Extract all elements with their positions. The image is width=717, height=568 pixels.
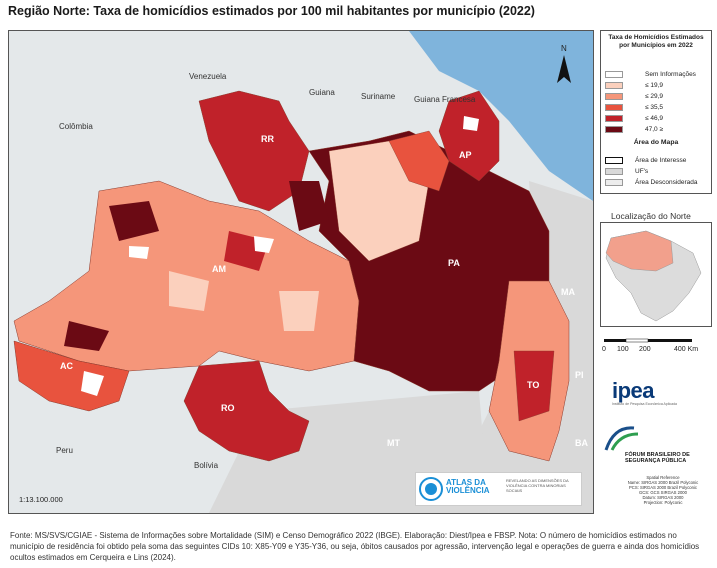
scale-tick: 100	[617, 346, 629, 353]
state-label-ba: BA	[575, 438, 588, 448]
legend-item: 47,0 ≥	[605, 125, 709, 133]
legend-item: ≤ 46,9	[605, 114, 709, 122]
inset-canvas	[601, 223, 711, 326]
country-label-guiana: Guiana	[309, 88, 335, 97]
north-region-highlight	[605, 230, 674, 272]
legend-swatch	[605, 103, 623, 111]
country-label-colombia: Colômbia	[59, 122, 93, 131]
forum-logo-line: FÓRUM BRASILEIRO DE	[625, 452, 690, 458]
state-label-pi: PI	[575, 370, 584, 380]
legend-label: Área Desconsiderada	[635, 178, 698, 186]
map-canvas: RR AP AM PA AC RO TO MA MT PI BA Venezue…	[9, 31, 593, 513]
legend-item: Sem Informações	[605, 70, 709, 78]
legend-area-item: Área Desconsiderada	[605, 178, 709, 186]
country-label-peru: Peru	[56, 446, 73, 455]
atlas-logo-sub: REVELANDO AS DIMENSÕES DA VIOLÊNCIA CONT…	[506, 478, 569, 493]
country-label-guiana-francesa: Guiana Francesa	[414, 95, 476, 104]
legend-title: Taxa de Homicídios Estimados por Municíp…	[608, 34, 704, 49]
legend-item: ≤ 19,9	[605, 81, 709, 89]
state-label-rr: RR	[261, 134, 274, 144]
spatial-ref-line: Datum: SIRGAS 2000	[642, 495, 684, 500]
atlas-logo: ATLAS DA VIOLÊNCIA REVELANDO AS DIMENSÕE…	[415, 472, 582, 506]
forum-logo: FÓRUM BRASILEIRO DE SEGURANÇA PÚBLICA	[602, 424, 712, 474]
state-label-pa: PA	[448, 258, 460, 268]
legend-label: ≤ 29,9	[645, 92, 664, 100]
scale-tick: 200	[639, 346, 651, 353]
legend-swatch	[605, 156, 623, 164]
legend-item: ≤ 35,5	[605, 103, 709, 111]
state-label-ac: AC	[60, 361, 73, 371]
legend-area-title: Área do Mapa	[633, 139, 679, 146]
legend-label: UF's	[635, 167, 649, 175]
country-label-venezuela: Venezuela	[189, 72, 227, 81]
forum-logo-text: FÓRUM BRASILEIRO DE SEGURANÇA PÚBLICA	[625, 452, 707, 464]
state-label-to: TO	[527, 380, 539, 390]
inset-title: Localização do Norte	[611, 211, 691, 221]
legend-swatch	[605, 114, 623, 122]
map-title: Região Norte: Taxa de homicídios estimad…	[8, 4, 535, 18]
legend-panel: Taxa de Homicídios Estimados por Municíp…	[600, 30, 712, 194]
atlas-logo-icon	[419, 477, 443, 501]
legend-swatch	[605, 125, 623, 133]
legend-swatch	[605, 167, 623, 175]
state-label-ro: RO	[221, 403, 235, 413]
legend-swatch	[605, 178, 623, 186]
legend-label: Área de Interesse	[635, 156, 687, 164]
ipea-logo: ipea Instituto de Pesquisa Econômica Apl…	[612, 378, 677, 406]
scale-bar: 0 100 200 400 Km	[600, 336, 712, 360]
state-label-mt: MT	[387, 438, 400, 448]
spatial-ref-line: Spatial Reference	[646, 475, 680, 480]
atlas-logo-text: ATLAS DA VIOLÊNCIA	[446, 479, 490, 495]
state-label-am: AM	[212, 264, 226, 274]
ipea-logo-sub: Instituto de Pesquisa Econômica Aplicada	[612, 402, 677, 406]
legend-swatch	[605, 70, 623, 78]
legend-label: ≤ 46,9	[645, 114, 664, 122]
legend-label: ≤ 35,5	[645, 103, 664, 111]
legend-area-item: UF's	[605, 167, 709, 175]
legend-label: Sem Informações	[645, 70, 696, 78]
ipea-logo-text: ipea	[612, 378, 655, 403]
scale-tick: 400 Km	[674, 346, 699, 353]
svg-text:N: N	[561, 44, 567, 53]
footnote: Fonte: MS/SVS/CGIAE - Sistema de Informa…	[10, 531, 700, 562]
atlas-logo-line: VIOLÊNCIA	[446, 486, 490, 495]
inset-map	[600, 222, 712, 327]
legend-label: ≤ 19,9	[645, 81, 664, 89]
spatial-ref-line: PCS: SIRGAS 2000 Brazil Polyconic	[629, 485, 697, 490]
spatial-ref-line: Name: SIRGAS 2000 Brazil Polyconic	[627, 480, 699, 485]
state-label-ap: AP	[459, 150, 472, 160]
map-scale: 1:13.100.000	[19, 495, 63, 504]
spatial-ref-line: Projection: Polyconic	[643, 500, 683, 505]
legend-label: 47,0 ≥	[645, 125, 664, 133]
country-label-bolivia: Bolívia	[194, 461, 219, 470]
legend-swatch	[605, 92, 623, 100]
legend-item: ≤ 29,9	[605, 92, 709, 100]
legend-area-item: Área de Interesse	[605, 156, 709, 164]
state-label-ma: MA	[561, 287, 575, 297]
forum-logo-icon	[604, 426, 639, 451]
north-arrow-icon: N	[557, 44, 571, 83]
country-label-suriname: Suriname	[361, 92, 396, 101]
forum-logo-line: SEGURANÇA PÚBLICA	[625, 458, 687, 464]
legend-swatch	[605, 81, 623, 89]
scale-tick: 0	[602, 346, 606, 353]
ocean	[409, 31, 593, 201]
spatial-reference: Spatial Reference Name: SIRGAS 2000 Braz…	[614, 475, 712, 505]
atlas-logo-line: ATLAS DA	[446, 478, 486, 487]
main-map: RR AP AM PA AC RO TO MA MT PI BA Venezue…	[8, 30, 594, 514]
spatial-ref-line: GCS: GCS SIRGAS 2000	[639, 490, 687, 495]
north-region	[13, 90, 570, 462]
